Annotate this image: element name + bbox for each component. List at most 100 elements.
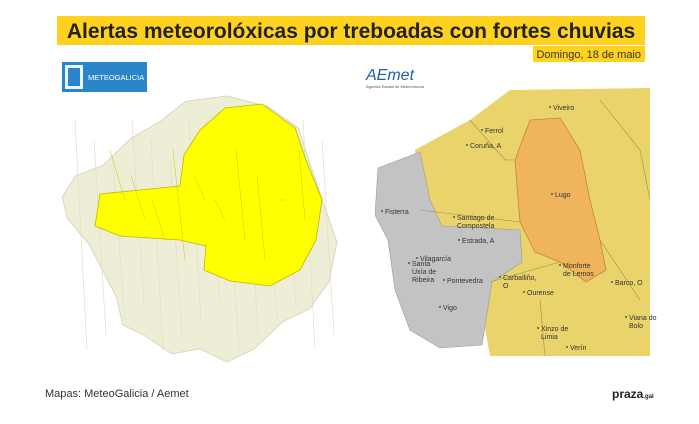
municipal-border — [150, 139, 164, 351]
city-label: Monforte de Lemos — [563, 263, 594, 278]
city-label: Vilagarcía — [420, 256, 451, 263]
border — [489, 261, 561, 283]
municipal-border — [172, 149, 186, 261]
municipal-border — [214, 199, 226, 221]
gray-area — [375, 151, 523, 349]
city-label: Vigo — [443, 305, 457, 312]
city-label-line: Bolo — [629, 323, 643, 330]
city-label-line: Ferrol — [485, 128, 504, 135]
municipal-border — [235, 149, 246, 241]
city-label: Lugo — [555, 192, 571, 199]
brand-suffix: .gal — [643, 394, 654, 400]
city-dot — [453, 216, 455, 218]
source: Mapas: MeteoGalicia / Aemet — [45, 388, 189, 400]
city-dot — [625, 316, 627, 318]
city-label: Ourense — [527, 290, 554, 297]
city-dot — [416, 257, 418, 259]
municipal-border — [151, 199, 166, 241]
warning-area — [94, 103, 323, 287]
city-dot — [551, 193, 553, 195]
city-dot — [458, 239, 460, 241]
city-label: Santiago de Compostela — [457, 215, 494, 230]
municipal-border — [74, 119, 88, 351]
border — [419, 209, 521, 223]
city-label: Carballiño, O — [503, 275, 537, 290]
city-label-line: Ourense — [527, 290, 554, 297]
city-label: Verín — [570, 345, 586, 352]
city-label: Fisterra — [385, 209, 409, 216]
aemet-subtitle: Agencia Estatal de Meteorología — [366, 84, 425, 89]
title: Alertas meteorolóxicas por treboadas con… — [67, 20, 635, 43]
left-map — [61, 95, 338, 363]
city-dot — [481, 129, 483, 131]
city-dot — [559, 264, 561, 266]
municipal-border — [93, 139, 107, 336]
border — [539, 299, 546, 356]
city-label-line: Monforte — [563, 263, 591, 270]
brand: praza.gal — [612, 387, 654, 401]
city-label-line: Estrada, A — [462, 238, 495, 245]
border — [469, 119, 515, 161]
title-box — [57, 16, 645, 45]
city-label-line: Pontevedra — [447, 278, 483, 285]
city-label: Santa Uxía de Ribeira — [412, 261, 436, 284]
municipal-border — [321, 139, 335, 336]
city-label: Viveiro — [553, 105, 574, 112]
brand-name: praza — [612, 387, 644, 401]
city-label-line: Vigo — [443, 305, 457, 312]
city-dot — [611, 281, 613, 283]
city-dot — [408, 262, 410, 264]
city-dot — [523, 291, 525, 293]
orange-area — [514, 117, 607, 283]
municipal-border — [256, 174, 266, 261]
municipal-border — [298, 149, 306, 221]
city-label-line: Vilagarcía — [420, 256, 451, 263]
city-label: Xinzo de Limia — [541, 326, 568, 341]
meteogalicia-text: METEOGALICIA — [88, 73, 144, 82]
city-label: Estrada, A — [462, 238, 495, 245]
city-label: Pontevedra — [447, 278, 483, 285]
city-label-line: Fisterra — [385, 209, 409, 216]
city-labels: Viveiro Ferrol Coruña, A Lugo Fisterra Santia… — [381, 105, 657, 352]
border — [599, 99, 650, 201]
city-dot — [537, 327, 539, 329]
municipal-border — [130, 174, 146, 221]
city-label-line: Compostela — [457, 223, 494, 230]
city-dot — [443, 279, 445, 281]
logo-emblem-inner — [68, 68, 80, 86]
border — [599, 239, 641, 301]
city-label-line: Santa — [412, 261, 430, 268]
city-label-line: Carballiño, — [503, 275, 537, 282]
city-dot — [439, 306, 441, 308]
city-label: Viana do Bolo — [629, 315, 657, 330]
city-label-line: Xinzo de — [541, 326, 568, 333]
city-label-line: Limia — [541, 334, 558, 341]
municipal-border — [112, 159, 126, 321]
municipal-border — [109, 149, 126, 201]
city-dot — [566, 346, 568, 348]
city-label: Barco, O — [615, 280, 643, 287]
right-map — [375, 88, 650, 356]
date-box — [533, 46, 645, 62]
city-label-line: Barco, O — [615, 280, 643, 287]
city-label-line: Verín — [570, 345, 586, 352]
city-dot — [549, 106, 551, 108]
city-label-line: Lugo — [555, 192, 571, 199]
city-label-line: O — [503, 283, 509, 290]
date: Domingo, 18 de maio — [536, 49, 641, 61]
city-dot — [499, 276, 501, 278]
city-label-line: Uxía de — [412, 269, 436, 276]
city-dot — [466, 144, 468, 146]
city-label-line: Coruña, A — [470, 143, 501, 150]
city-label-line: Viana do — [629, 315, 657, 322]
city-label: Coruña, A — [470, 143, 501, 150]
city-label-line: de Lemos — [563, 271, 594, 278]
city-label-line: Santiago de — [457, 215, 494, 222]
municipal-border — [193, 174, 206, 201]
city-label-line: Viveiro — [553, 105, 574, 112]
city-label-line: Ribeira — [412, 277, 434, 284]
city-label: Ferrol — [485, 128, 504, 135]
aemet-logo: AEmet — [365, 67, 415, 84]
